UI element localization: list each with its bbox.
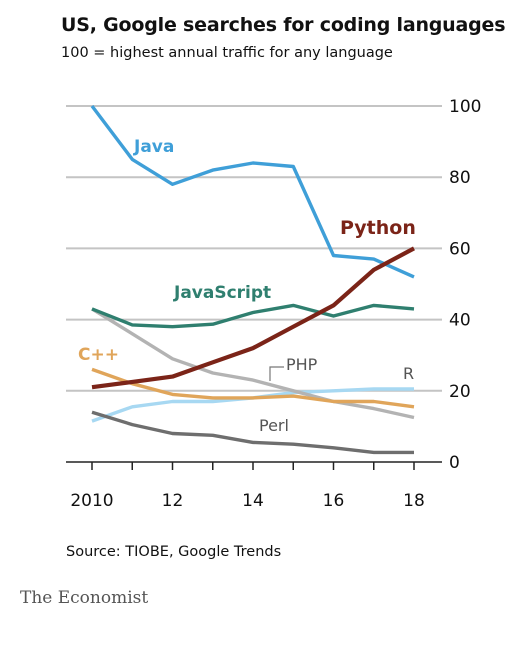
series-line-java	[90, 104, 415, 279]
chart-subtitle: 100 = highest annual traffic for any lan…	[61, 45, 393, 61]
series-line-r	[91, 387, 414, 423]
y-tick-label-60: 60	[449, 239, 471, 259]
series-line-javascript	[91, 303, 415, 329]
x-tick-label-2012: 12	[162, 491, 184, 511]
php-label-leader	[269, 366, 284, 381]
y-tick-label-100: 100	[449, 97, 481, 117]
series-label-php: PHP	[286, 355, 318, 374]
y-tick-label-0: 0	[449, 453, 460, 473]
y-tick-label-40: 40	[449, 311, 471, 331]
series-label-python: Python	[340, 217, 416, 239]
x-tick-label-2010: 2010	[70, 491, 113, 511]
series-line-cpp	[91, 367, 415, 409]
x-tick-label-2018: 18	[403, 491, 425, 511]
series-line-php	[91, 307, 415, 420]
series-label-javascript: JavaScript	[173, 283, 271, 303]
source-note: Source: TIOBE, Google Trends	[66, 544, 282, 560]
series-label-perl: Perl	[259, 416, 289, 435]
x-tick-label-2014: 14	[242, 491, 264, 511]
series-line-perl	[91, 410, 414, 455]
y-tick-label-80: 80	[449, 168, 471, 188]
series-line-python	[91, 246, 415, 390]
chart-title: US, Google searches for coding languages	[61, 14, 506, 36]
line-chart: 0 20 40 60 80 100 2010 12 14 16 18 Java Python JavaSc…	[66, 97, 481, 511]
x-tick-label-2016: 16	[323, 491, 345, 511]
series-label-r: R	[403, 364, 414, 383]
y-tick-label-20: 20	[449, 382, 471, 402]
publisher-wordmark: The Economist	[20, 588, 149, 608]
series-label-java: Java	[133, 137, 174, 157]
series-label-cpp: C++	[78, 345, 119, 365]
